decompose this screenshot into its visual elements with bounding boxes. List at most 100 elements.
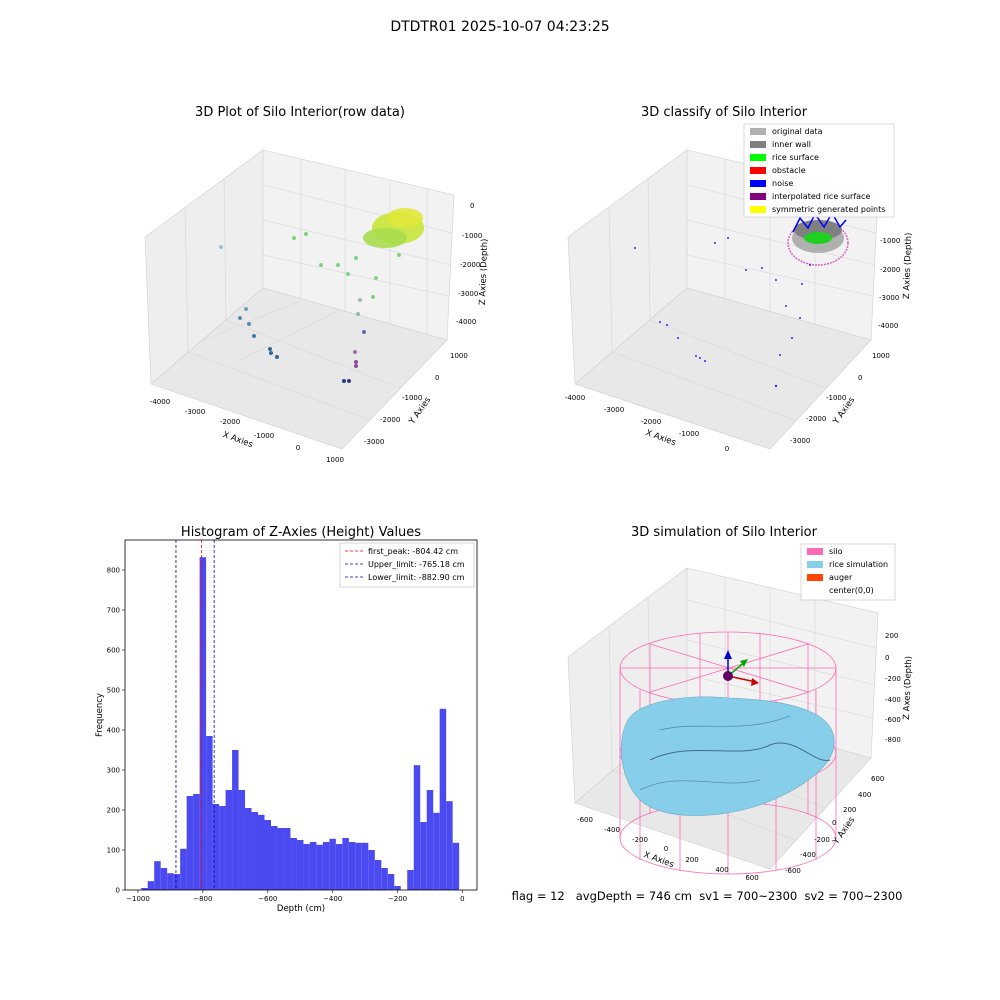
legend-label-auger: auger xyxy=(829,573,853,582)
classify-point-cloud xyxy=(634,211,849,388)
raw-x-ticks: -4000 -3000 -2000 -1000 0 1000 xyxy=(150,398,344,464)
y-tick-label: 600 xyxy=(107,647,120,655)
sim-z-label: Z Axes (Depth) xyxy=(902,656,914,720)
legend-swatch-obstacle xyxy=(750,167,766,174)
raw-floor-pane xyxy=(150,287,448,450)
histogram-bar xyxy=(245,808,252,890)
histogram-y-ticks: 0 100 200 300 400 500 600 700 800 xyxy=(107,567,125,895)
histogram-bar xyxy=(264,820,271,890)
legend-swatch-symmetric xyxy=(750,206,766,213)
svg-text:0: 0 xyxy=(725,445,729,453)
sim-z-ticks: 200 0 -200 -400 -600 -800 xyxy=(885,632,901,744)
svg-text:200: 200 xyxy=(885,632,898,640)
svg-text:0: 0 xyxy=(858,374,862,382)
histogram-bar xyxy=(329,838,336,890)
classify-3d-plot: 3D classify of Silo Interior xyxy=(565,105,914,453)
histogram-bar xyxy=(355,842,362,890)
histogram-bar xyxy=(413,765,421,890)
histogram-reference-lines xyxy=(175,540,215,890)
svg-text:-1000: -1000 xyxy=(254,432,274,440)
histogram-bar xyxy=(322,842,330,890)
svg-text:-3000: -3000 xyxy=(790,437,810,445)
histogram-bar xyxy=(426,790,434,890)
histogram-bar xyxy=(335,844,343,890)
histogram-y-label: Frequency xyxy=(95,693,105,737)
svg-text:-600: -600 xyxy=(577,816,593,824)
raw-z-label: Z Axies (Depth) xyxy=(478,238,490,305)
svg-text:-3000: -3000 xyxy=(185,408,205,416)
x-tick-label: 0 xyxy=(460,895,464,903)
rice-simulation-surface xyxy=(620,696,835,816)
legend-label: first_peak: -804.42 cm xyxy=(368,547,458,556)
histogram-bar xyxy=(270,826,278,890)
svg-text:0: 0 xyxy=(885,654,889,662)
sim-x-label: X Axies xyxy=(642,850,675,870)
raw-y-ticks: 1000 0 -1000 -2000 -3000 xyxy=(364,352,468,446)
legend-label-obstacle: obstacle xyxy=(772,166,806,175)
svg-text:-2000: -2000 xyxy=(460,261,480,269)
raw-3d-plot: 3D Plot of Silo Interior(row data) xyxy=(144,105,490,464)
classify-z-label: Z Axies (Depth) xyxy=(902,232,914,299)
classify-plot-title: 3D classify of Silo Interior xyxy=(641,105,808,120)
svg-text:0: 0 xyxy=(664,845,668,853)
histogram-bar xyxy=(232,750,239,890)
sim-y-ticks: 600 400 200 0 -200 -400 -600 xyxy=(785,775,884,875)
x-tick-label: −200 xyxy=(388,895,407,903)
svg-text:-1000: -1000 xyxy=(402,394,422,402)
figure-title: DTDTR01 2025-10-07 04:23:25 xyxy=(390,19,609,35)
histogram-bar xyxy=(206,736,213,890)
classify-y-ticks: 1000 0 -1000 -2000 -3000 xyxy=(790,352,890,445)
histogram-bar xyxy=(452,842,460,890)
histogram-bar xyxy=(296,840,304,890)
histogram-bar xyxy=(154,861,161,890)
x-tick-label: −1000 xyxy=(126,895,150,903)
svg-text:-4000: -4000 xyxy=(565,394,585,402)
histogram-bar xyxy=(225,790,233,890)
histogram-bar xyxy=(160,868,168,890)
classify-z-ticks: -1000 -2000 -3000 -4000 xyxy=(878,237,900,330)
raw-gridlines xyxy=(184,159,453,421)
legend-swatch-rice-surface xyxy=(750,154,766,161)
legend-label-symmetric: symmetric generated points xyxy=(772,205,885,214)
classify-x-ticks: -4000 -3000 -2000 -1000 0 xyxy=(565,394,729,453)
histogram-bar xyxy=(394,886,401,890)
histogram-x-ticks: −1000 −800 −600 −400 −200 0 xyxy=(126,890,465,903)
legend-label-interpolated: interpolated rice surface xyxy=(772,192,870,201)
raw-x-label: X Axies xyxy=(221,430,254,450)
simulation-legend: silo rice simulation auger center(0,0) xyxy=(800,543,896,601)
histogram-legend: first_peak: -804.42 cm Upper_limit: -765.… xyxy=(339,542,475,588)
histogram-bar xyxy=(141,888,148,890)
y-tick-label: 700 xyxy=(107,607,120,615)
histogram-bar xyxy=(199,557,207,890)
svg-text:400: 400 xyxy=(858,791,871,799)
histogram-bar xyxy=(180,848,187,890)
classify-x-label: X Axies xyxy=(644,428,677,448)
histogram-panel: Histogram of Z-Axies (Height) Values −10… xyxy=(95,525,478,914)
histogram-bar xyxy=(173,874,181,890)
x-tick-label: −400 xyxy=(323,895,342,903)
x-tick-label: −800 xyxy=(193,895,212,903)
histogram-bar xyxy=(212,804,220,890)
y-tick-label: 200 xyxy=(107,807,120,815)
histogram-bar xyxy=(420,822,427,890)
svg-text:1000: 1000 xyxy=(450,352,468,360)
legend-label-center: center(0,0) xyxy=(829,586,874,595)
svg-text:400: 400 xyxy=(715,866,728,874)
svg-text:-2000: -2000 xyxy=(220,418,240,426)
svg-text:-3000: -3000 xyxy=(364,438,384,446)
histogram-bar xyxy=(309,842,317,890)
svg-text:1000: 1000 xyxy=(326,456,344,464)
histogram-bar xyxy=(387,874,395,890)
svg-text:-200: -200 xyxy=(632,836,648,844)
svg-text:-1000: -1000 xyxy=(679,430,699,438)
legend-swatch-auger xyxy=(807,574,823,581)
histogram-bars xyxy=(141,557,460,890)
svg-text:-400: -400 xyxy=(885,696,901,704)
status-line: flag = 12 avgDepth = 746 cm sv1 = 700~23… xyxy=(512,889,903,903)
auger-axes-marker xyxy=(723,650,759,686)
legend-label: Upper_limit: -765.18 cm xyxy=(368,560,465,569)
histogram-bar xyxy=(258,814,265,890)
svg-text:-3000: -3000 xyxy=(604,406,624,414)
y-tick-label: 800 xyxy=(107,567,120,575)
histogram-bar xyxy=(361,842,369,890)
